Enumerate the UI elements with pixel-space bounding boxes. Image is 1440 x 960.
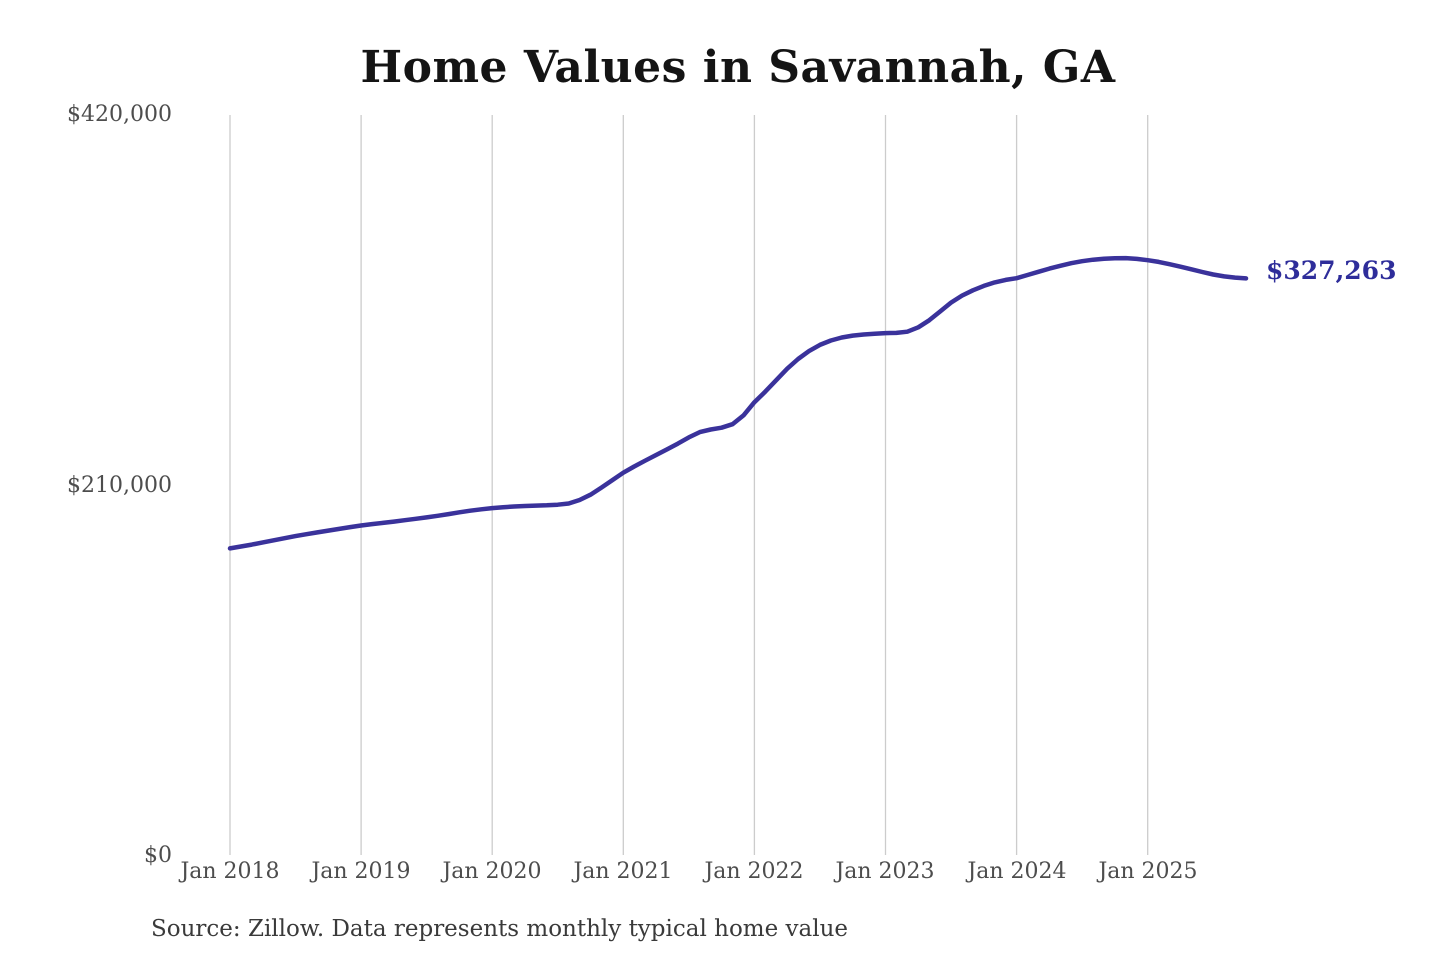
x-axis-tick-label: Jan 2025: [1098, 859, 1198, 884]
y-axis-tick-label: $420,000: [67, 102, 172, 127]
y-axis-tick-label: $0: [144, 843, 172, 868]
x-axis-tick-label: Jan 2024: [967, 859, 1067, 884]
home-value-line: [227, 255, 1249, 551]
x-axis-tick-label: Jan 2020: [442, 859, 542, 884]
x-axis-tick-label: Jan 2018: [180, 859, 280, 884]
x-axis-tick-label: Jan 2023: [835, 859, 935, 884]
x-axis-tick-label: Jan 2022: [704, 859, 804, 884]
chart-title: Home Values in Savannah, GA: [360, 42, 1116, 93]
source-note: Source: Zillow. Data represents monthly …: [151, 916, 849, 942]
y-axis-tick-label: $210,000: [67, 473, 172, 498]
x-axis-tick-label: Jan 2019: [311, 859, 411, 884]
x-axis-tick-label: Jan 2021: [573, 859, 673, 884]
latest-value-label: $327,263: [1266, 256, 1397, 285]
